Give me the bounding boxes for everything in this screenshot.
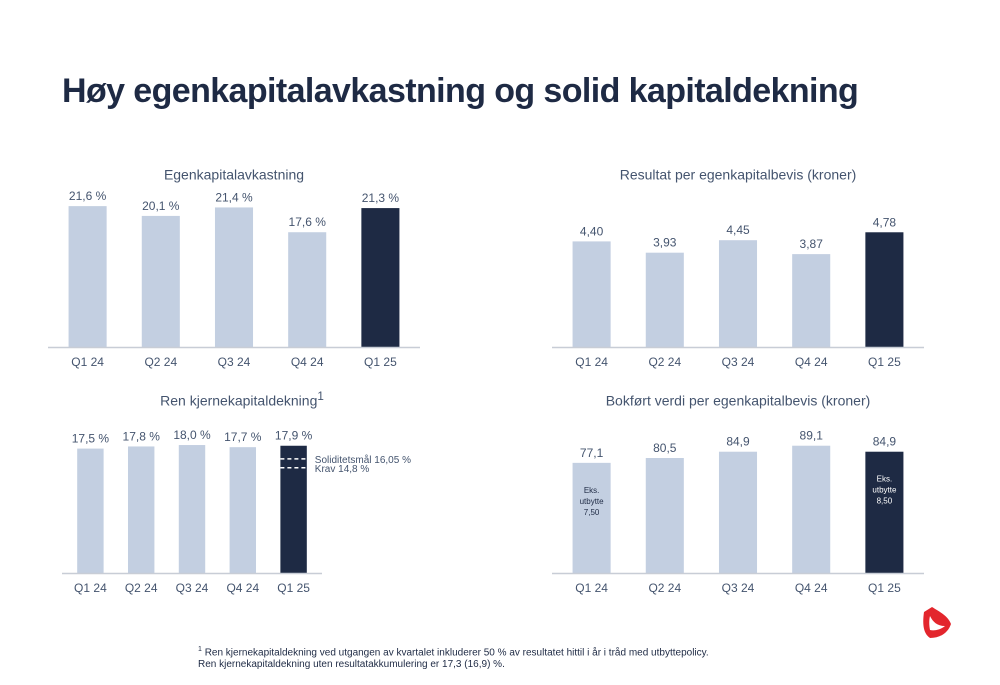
bar (68, 206, 107, 347)
chart-resultat-per-egenkapitalbevis: Resultat per egenkapitalbevis (kroner) 4… (552, 162, 924, 377)
data-label: 20,1 % (142, 199, 180, 213)
x-tick-label: Q4 24 (795, 355, 828, 369)
chart-title-text: Resultat per egenkapitalbevis (kroner) (619, 166, 857, 183)
x-tick-label: Q1 25 (868, 581, 901, 595)
x-tick-label: Q1 25 (868, 355, 901, 369)
data-label: 80,5 (653, 441, 677, 455)
data-label: 3,87 (800, 237, 824, 251)
bar-inner-label: Eks. utbytte 8,50 (872, 475, 897, 506)
x-tick-label: Q3 24 (176, 581, 209, 595)
x-tick-label: Q2 24 (144, 355, 177, 369)
bar-chart: 77,1 Q1 24 80,5 Q2 24 84,9 Q3 24 89,1 Q4 24 84,9… (552, 429, 924, 595)
chart-title-text: Bokført verdi per egenkapitalbevis (kron… (605, 392, 871, 409)
x-tick-label: Q4 24 (291, 355, 324, 369)
brand-logo-icon (923, 607, 951, 638)
x-tick-label: Q4 24 (795, 581, 828, 595)
bar-inner-label-line: Eks. (584, 486, 600, 495)
data-label: 17,6 % (289, 215, 327, 229)
bar (718, 240, 758, 347)
x-tick-label: Q3 24 (722, 355, 755, 369)
reference-line-label: Krav 14,8 % (315, 464, 370, 475)
bar-chart: 21,6 % Q1 24 20,1 % Q2 24 21,4 % Q3 24 17,6 % Q… (48, 189, 420, 369)
bar (280, 445, 307, 573)
bar (127, 446, 155, 573)
bar-inner-label-line: 8,50 (877, 497, 893, 506)
x-tick-label: Q2 24 (648, 581, 681, 595)
data-label: 4,45 (726, 223, 750, 237)
chart-egenkapitalavkastning: Egenkapitalavkastning 21,6 % Q1 24 20,1 % Q… (48, 162, 420, 377)
data-label: 21,6 % (69, 189, 107, 203)
x-tick-label: Q1 24 (71, 355, 104, 369)
bar (572, 462, 611, 573)
data-label: 84,9 (873, 435, 897, 449)
bar-chart: 4,40 Q1 24 3,93 Q2 24 4,45 Q3 24 3,87 Q4 24 4,78… (552, 215, 924, 369)
x-tick-label: Q3 24 (722, 581, 755, 595)
bar (865, 451, 904, 573)
data-label: 18,0 % (173, 428, 211, 442)
logo-cutout (929, 616, 945, 631)
bar (718, 451, 758, 573)
data-label: 84,9 (726, 435, 750, 449)
bar (865, 232, 904, 347)
bar (77, 448, 104, 573)
data-label: 17,8 % (123, 429, 161, 443)
bar (645, 252, 684, 347)
chart-title-text: Ren kjernekapitaldekning (160, 392, 318, 409)
data-label: 21,3 % (362, 191, 400, 205)
footnote-mark: 1 (198, 646, 202, 653)
bar (214, 207, 254, 347)
bar (792, 254, 831, 347)
data-label: 4,40 (580, 224, 604, 238)
data-label: 17,9 % (275, 429, 313, 443)
bar (178, 445, 206, 573)
x-tick-label: Q2 24 (648, 355, 681, 369)
x-tick-label: Q1 25 (364, 355, 397, 369)
bar-inner-label-line: utbytte (580, 497, 605, 506)
footnote-text: Ren kjernekapitaldekning ved utgangen av… (198, 647, 709, 671)
x-tick-label: Q2 24 (125, 581, 158, 595)
bar (792, 445, 831, 573)
footnote: 1 Ren kjernekapitaldekning ved utgangen … (198, 644, 718, 671)
data-label: 21,4 % (215, 190, 253, 204)
bar (141, 215, 180, 347)
page-title: Høy egenkapitalavkastning og solid kapit… (62, 72, 859, 110)
bar (572, 241, 611, 347)
chart-title: Bokført verdi per egenkapitalbevis (kron… (552, 390, 924, 409)
data-label: 17,7 % (224, 430, 262, 444)
bar-inner-label-line: Eks. (877, 475, 893, 484)
chart-ren-kjernekapitaldekning: Ren kjernekapitaldekning1 17,5 % Q1 24 17,… (62, 388, 422, 603)
bar (361, 208, 400, 347)
data-label: 4,78 (873, 215, 897, 229)
logo-shape (923, 607, 951, 638)
x-tick-label: Q1 24 (575, 581, 608, 595)
x-tick-label: Q4 24 (226, 581, 259, 595)
chart-title: Egenkapitalavkastning (48, 164, 420, 183)
chart-bokfort-verdi-per-egenkapitalbevis: Bokført verdi per egenkapitalbevis (kron… (552, 388, 924, 603)
bar-chart: 17,5 % Q1 24 17,8 % Q2 24 18,0 % Q3 24 17,7 % Q… (62, 428, 411, 595)
bar-inner-label-line: utbytte (872, 486, 897, 495)
bar (288, 232, 327, 347)
chart-title: Resultat per egenkapitalbevis (kroner) (552, 164, 924, 183)
reference-line-label: Soliditetsmål 16,05 % (315, 454, 411, 466)
bar (229, 447, 257, 573)
x-tick-label: Q1 24 (74, 581, 107, 595)
chart-title: Ren kjernekapitaldekning1 (62, 390, 422, 409)
data-label: 3,93 (653, 236, 677, 250)
x-tick-label: Q3 24 (218, 355, 251, 369)
bar-inner-label-line: 7,50 (584, 508, 600, 517)
x-tick-label: Q1 25 (277, 581, 310, 595)
data-label: 89,1 (800, 429, 824, 443)
chart-title-footnote-mark: 1 (317, 390, 324, 403)
bar (645, 458, 684, 573)
chart-title-text: Egenkapitalavkastning (163, 166, 305, 183)
x-tick-label: Q1 24 (575, 355, 608, 369)
data-label: 77,1 (580, 446, 604, 460)
data-label: 17,5 % (72, 432, 110, 446)
bar-inner-label: Eks. utbytte 7,50 (580, 486, 605, 517)
